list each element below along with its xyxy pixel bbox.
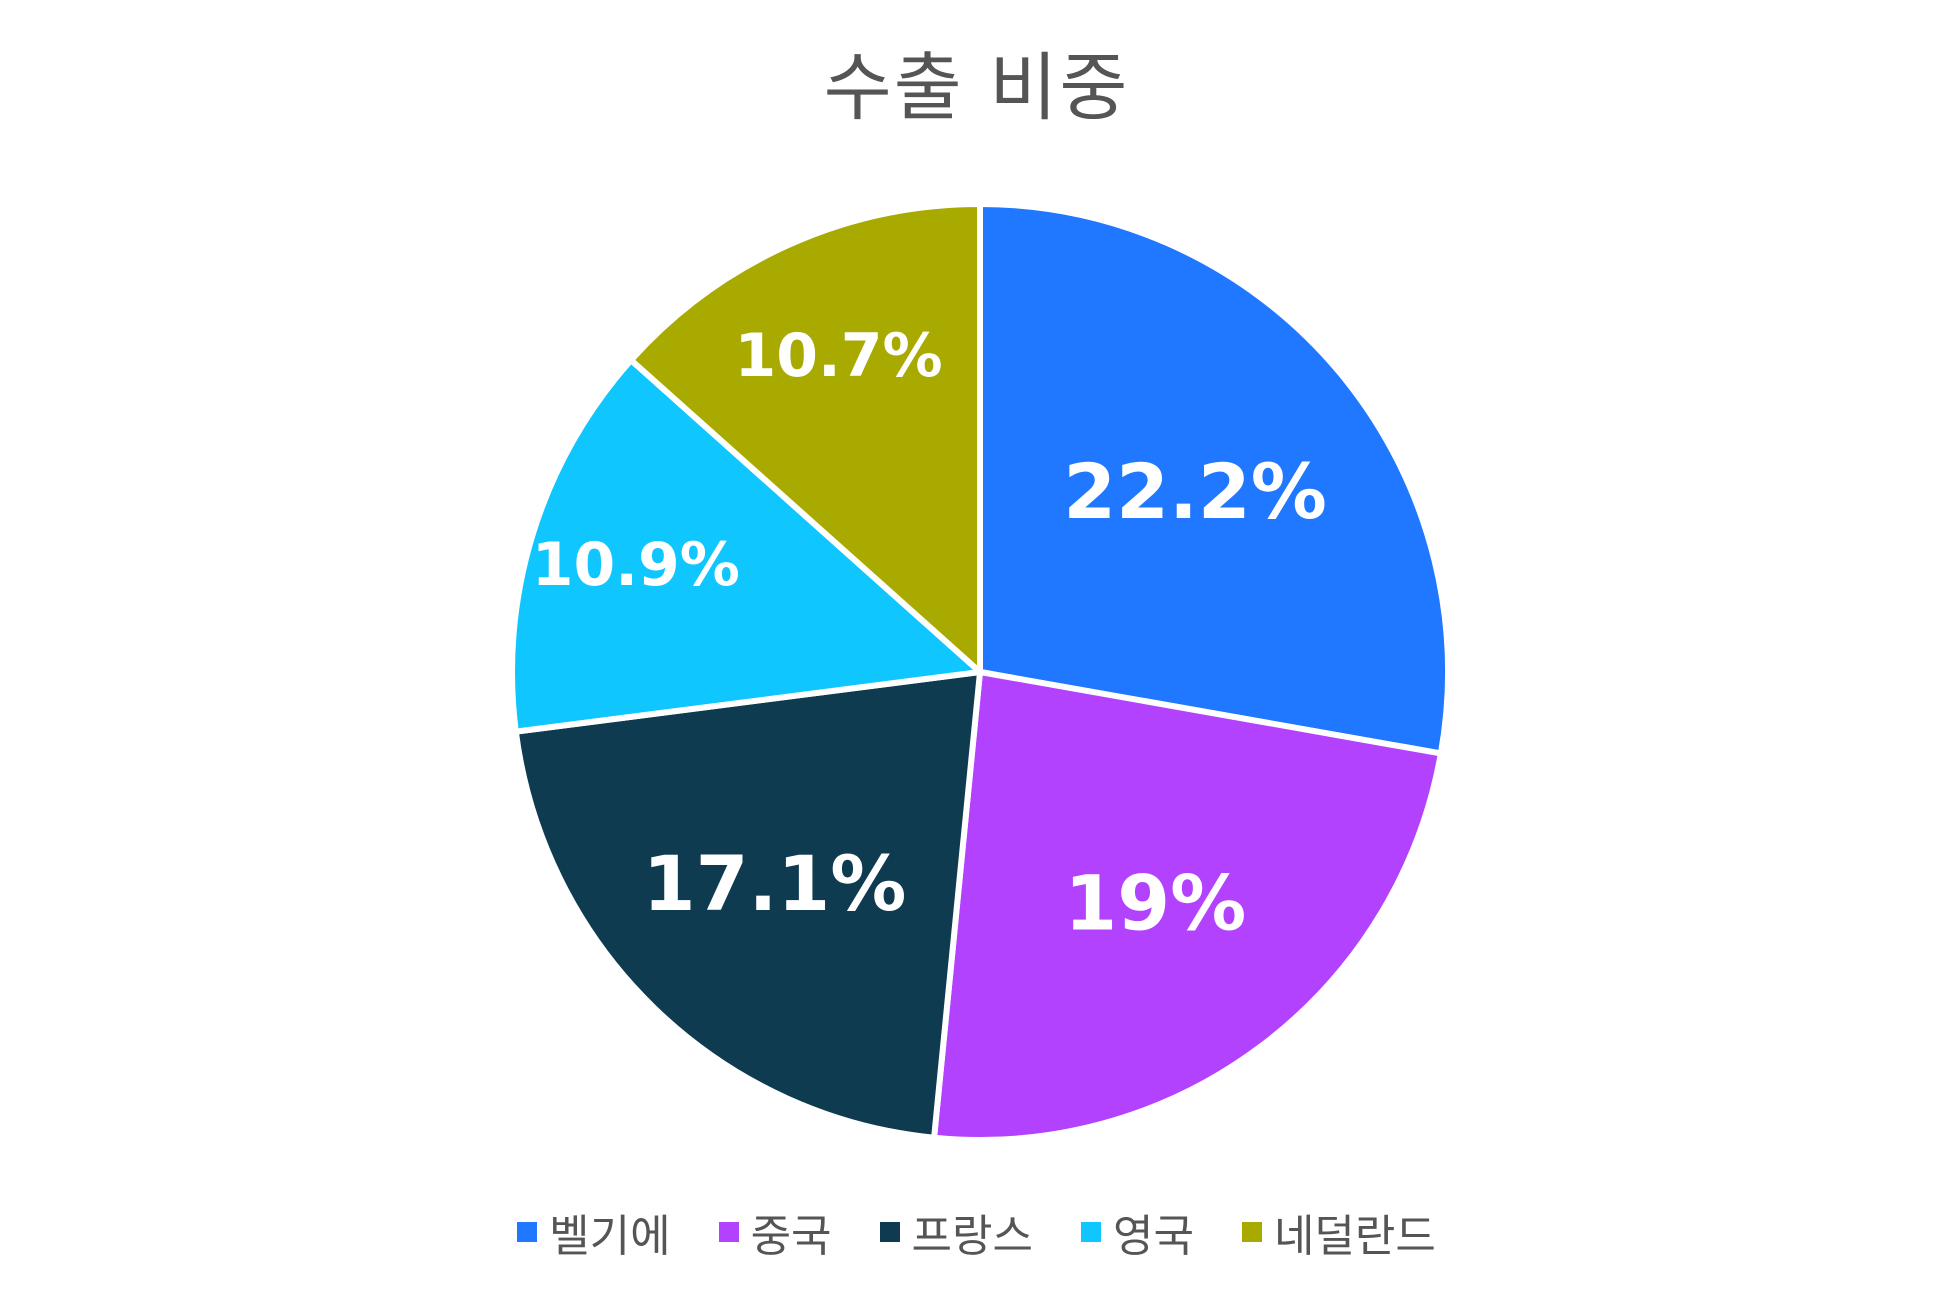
legend-swatch bbox=[718, 1222, 739, 1242]
legend-label: 중국 bbox=[750, 1211, 832, 1262]
pie-slice-4 bbox=[509, 357, 983, 735]
pie-slice-1 bbox=[977, 201, 1451, 757]
legend-swatch bbox=[517, 1222, 538, 1242]
legend-label: 벨기에 bbox=[549, 1211, 671, 1262]
legend-label: 네덜란드 bbox=[1273, 1211, 1436, 1262]
slice-label-1: 22.2% bbox=[1063, 447, 1327, 536]
legend-item-3: 프랑스 bbox=[879, 1200, 1033, 1264]
legend-label: 영국 bbox=[1112, 1211, 1194, 1262]
legend-item-1: 벨기에 bbox=[517, 1200, 671, 1264]
pie-slice-3 bbox=[512, 669, 983, 1141]
pie-slice-5 bbox=[628, 201, 983, 675]
slice-label-2: 19% bbox=[1064, 859, 1246, 948]
slice-label-4: 10.9% bbox=[532, 530, 740, 600]
slice-label-3: 17.1% bbox=[643, 839, 907, 928]
legend-swatch bbox=[1241, 1222, 1262, 1242]
legend-item-4: 영국 bbox=[1080, 1200, 1194, 1264]
legend-item-5: 네덜란드 bbox=[1241, 1200, 1436, 1264]
legend-item-2: 중국 bbox=[718, 1200, 832, 1264]
legend-label: 프랑스 bbox=[911, 1211, 1033, 1262]
slice-label-5: 10.7% bbox=[734, 321, 942, 391]
legend: 벨기에 중국 프랑스 영국 네덜란드 bbox=[0, 1200, 1953, 1264]
pie-slice-2 bbox=[931, 669, 1444, 1143]
legend-swatch bbox=[1080, 1222, 1101, 1242]
legend-swatch bbox=[879, 1222, 900, 1242]
chart-title: 수출 비중 bbox=[823, 45, 1130, 131]
